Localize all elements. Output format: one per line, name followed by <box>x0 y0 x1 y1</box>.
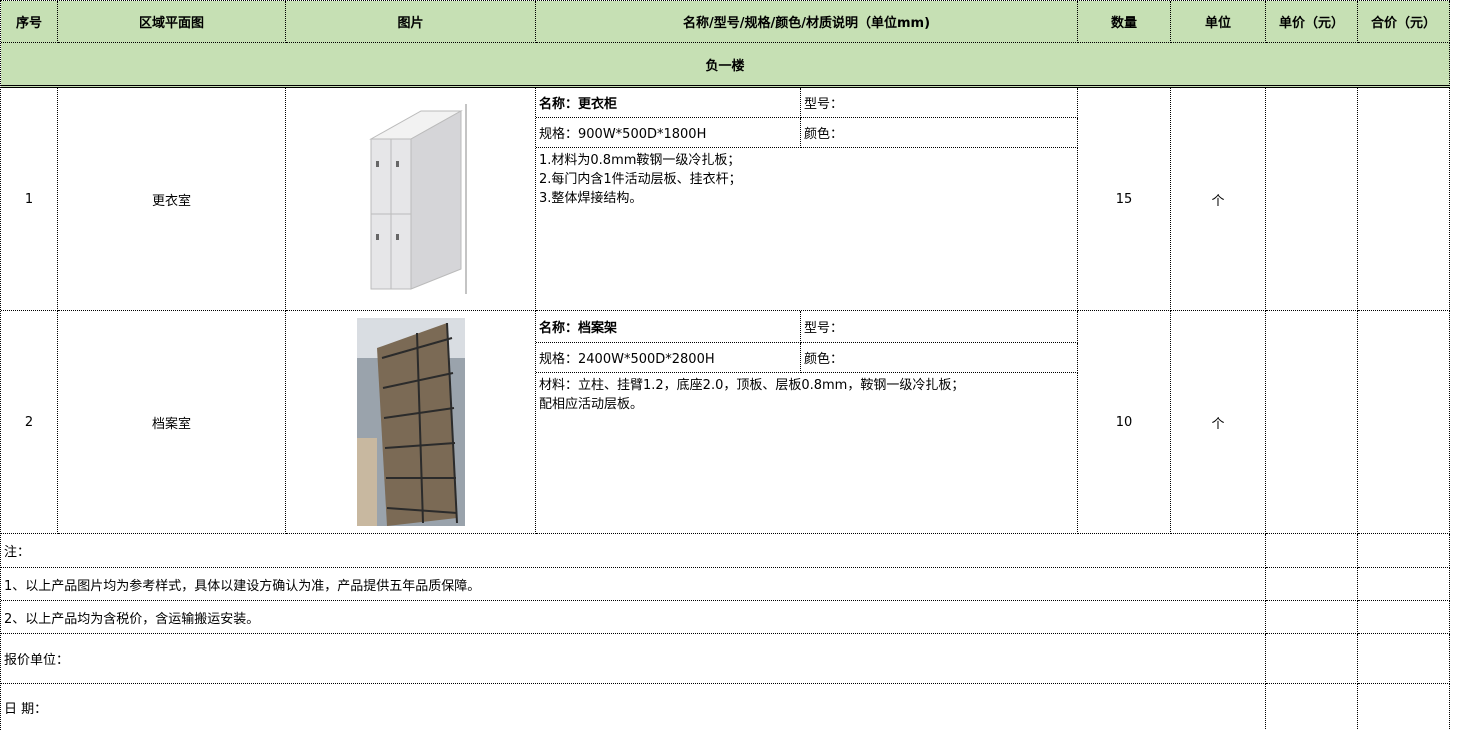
desc-line: 2.每门内含1件活动层板、挂衣杆； <box>539 172 742 187</box>
note-cell: 注： <box>1 534 1266 568</box>
name-cell: 名称：档案架 <box>536 311 801 343</box>
no-cell: 2 <box>1 311 58 534</box>
desc-cell: 材料：立柱、挂臂1.2，底座2.0，顶板、层板0.8mm，鞍钢一级冷扎板； 配相… <box>536 373 1078 534</box>
header-cell: 单位 <box>1171 1 1266 43</box>
qty-cell: 10 <box>1078 311 1171 534</box>
unit-cell: 个 <box>1171 311 1266 534</box>
no-cell: 1 <box>1 88 58 311</box>
header-cell: 名称/型号/规格/颜色/材质说明（单位mm) <box>536 1 1078 43</box>
total-cell <box>1358 88 1450 311</box>
header-cell: 合价（元） <box>1358 1 1450 43</box>
header-cell: 区域平面图 <box>58 1 286 43</box>
name-cell: 名称：更衣柜 <box>536 88 801 118</box>
empty-cell <box>1266 601 1358 634</box>
header-cell: 序号 <box>1 1 58 43</box>
desc-line: 1.材料为0.8mm鞍钢一级冷扎板； <box>539 153 741 168</box>
spec-cell: 规格：2400W*500D*2800H <box>536 343 801 373</box>
area-cell: 更衣室 <box>58 88 286 311</box>
empty-cell <box>1266 568 1358 601</box>
empty-cell <box>1358 634 1450 684</box>
image-cell <box>286 311 536 534</box>
desc-cell: 1.材料为0.8mm鞍钢一级冷扎板； 2.每门内含1件活动层板、挂衣杆； 3.整… <box>536 148 1078 311</box>
floor-cell: 负一楼 <box>1 43 1450 88</box>
shelf-image <box>356 318 465 526</box>
empty-cell <box>1266 534 1358 568</box>
color-cell: 颜色： <box>801 343 1078 373</box>
empty-cell <box>1358 568 1450 601</box>
note-cell: 2、以上产品均为含税价，含运输搬运安装。 <box>1 601 1266 634</box>
empty-cell <box>1358 684 1450 730</box>
image-cell <box>286 88 536 311</box>
locker-image <box>368 104 466 294</box>
unit-cell: 个 <box>1171 88 1266 311</box>
empty-cell <box>1266 684 1358 730</box>
note-cell: 1、以上产品图片均为参考样式，具体以建设方确认为准，产品提供五年品质保障。 <box>1 568 1266 601</box>
header-cell: 数量 <box>1078 1 1171 43</box>
price-cell <box>1266 88 1358 311</box>
desc-line: 材料：立柱、挂臂1.2，底座2.0，顶板、层板0.8mm，鞍钢一级冷扎板； <box>539 378 965 393</box>
total-cell <box>1358 311 1450 534</box>
model-cell: 型号： <box>801 88 1078 118</box>
header-cell: 图片 <box>286 1 536 43</box>
spec-cell: 规格：900W*500D*1800H <box>536 118 801 148</box>
desc-line: 3.整体焊接结构。 <box>539 191 643 206</box>
date-cell: 日 期： <box>1 684 1266 730</box>
color-cell: 颜色： <box>801 118 1078 148</box>
price-cell <box>1266 311 1358 534</box>
model-cell: 型号： <box>801 311 1078 343</box>
area-cell: 档案室 <box>58 311 286 534</box>
desc-line: 配相应活动层板。 <box>539 397 644 412</box>
empty-cell <box>1358 601 1450 634</box>
qty-cell: 15 <box>1078 88 1171 311</box>
header-cell: 单价（元） <box>1266 1 1358 43</box>
quoter-cell: 报价单位： <box>1 634 1266 684</box>
empty-cell <box>1266 634 1358 684</box>
empty-cell <box>1358 534 1450 568</box>
